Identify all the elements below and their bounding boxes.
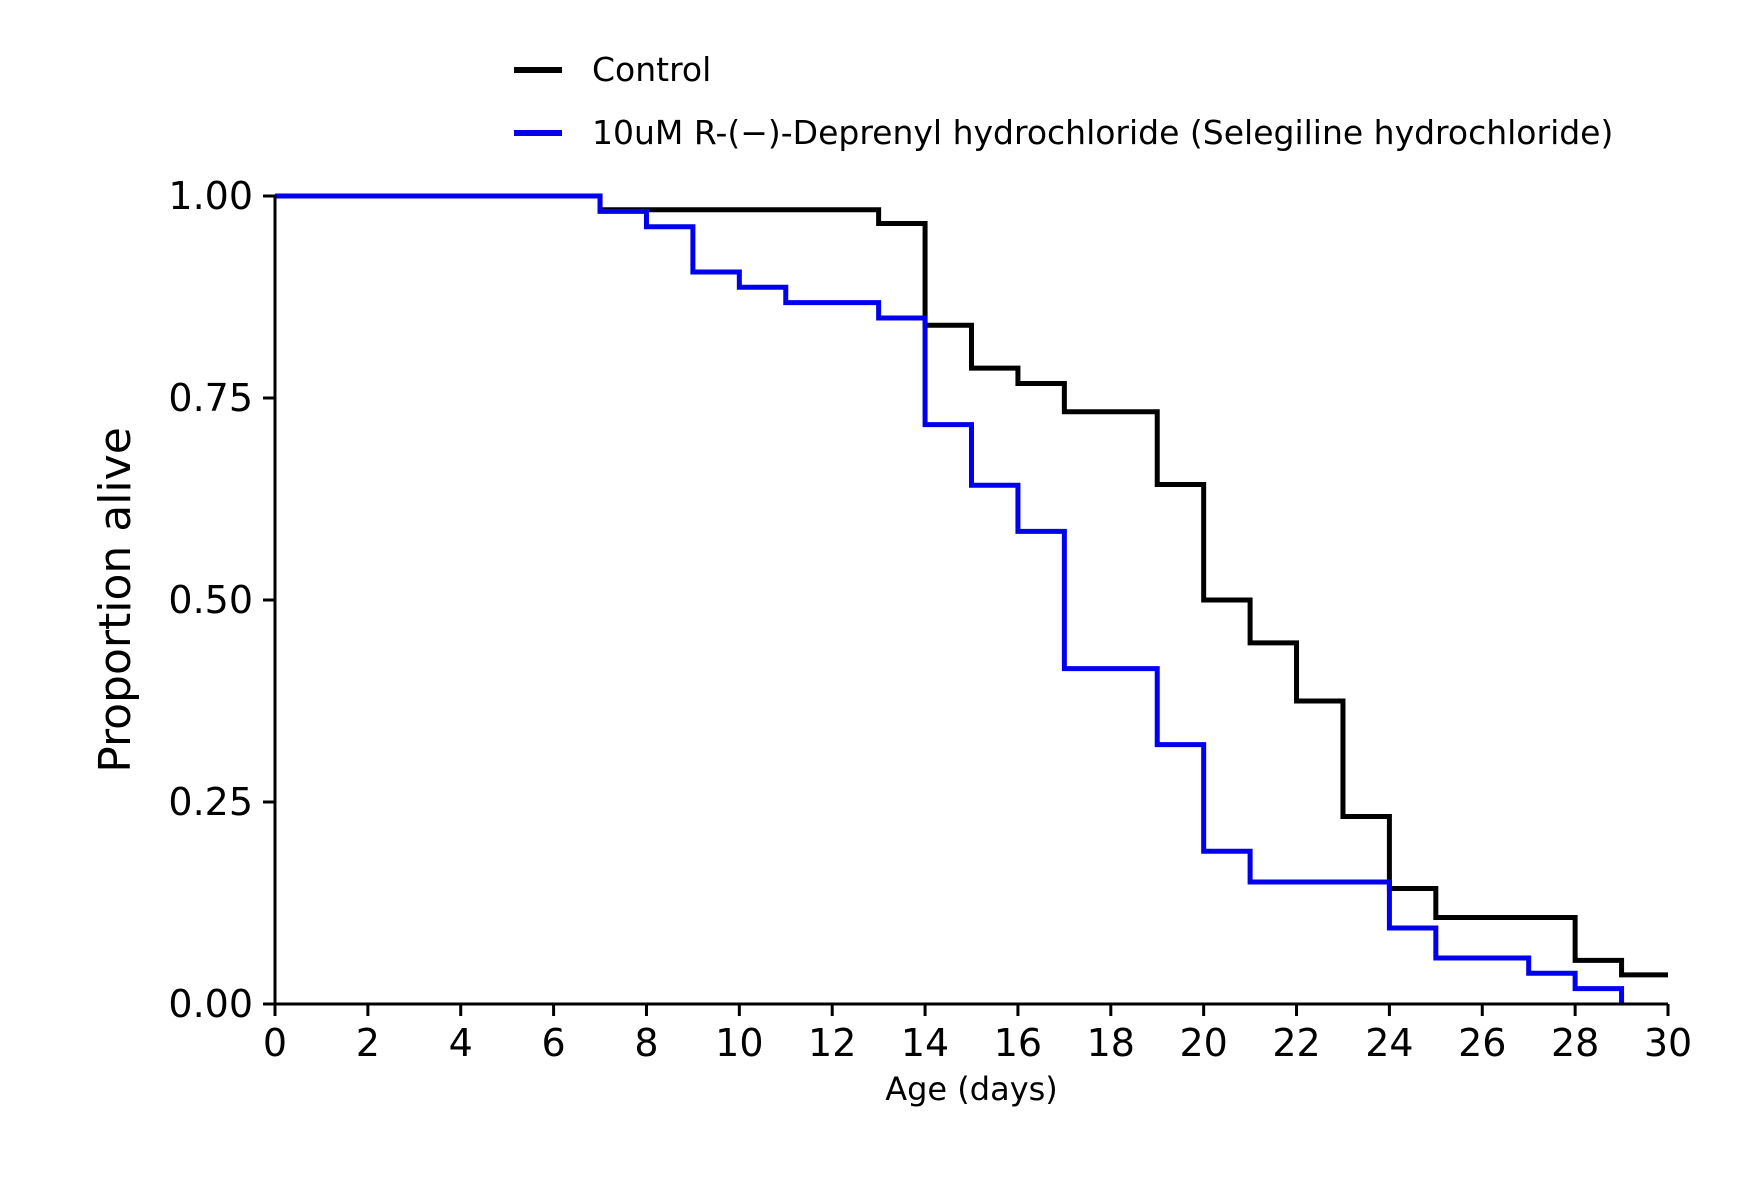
x-axis-ticks: 0 2 4 6 8 10 12 14 16 18 20 22 24 26 28 30 bbox=[263, 1004, 1692, 1065]
x-tick-label: 30 bbox=[1644, 1021, 1692, 1065]
x-tick-label: 0 bbox=[263, 1021, 287, 1065]
x-tick-label: 4 bbox=[449, 1021, 473, 1065]
x-tick-label: 26 bbox=[1458, 1021, 1506, 1065]
x-tick-label: 18 bbox=[1087, 1021, 1135, 1065]
x-tick-label: 14 bbox=[901, 1021, 949, 1065]
y-tick-label: 0.00 bbox=[168, 982, 253, 1026]
series-line-1 bbox=[275, 193, 1625, 1004]
x-tick-label: 2 bbox=[356, 1021, 380, 1065]
x-tick-label: 12 bbox=[808, 1021, 856, 1065]
x-tick-label: 6 bbox=[542, 1021, 566, 1065]
series-layer bbox=[275, 193, 1668, 1004]
x-tick-label: 24 bbox=[1365, 1021, 1413, 1065]
y-axis-ticks: 0.00 0.25 0.50 0.75 1.00 bbox=[168, 174, 275, 1026]
x-tick-label: 16 bbox=[994, 1021, 1042, 1065]
y-axis-title: Proportion alive bbox=[90, 427, 141, 773]
x-tick-label: 28 bbox=[1551, 1021, 1599, 1065]
legend-label-1: 10uM R-(−)-Deprenyl hydrochloride (Seleg… bbox=[592, 113, 1613, 152]
y-tick-label: 1.00 bbox=[168, 174, 253, 218]
legend-label-0: Control bbox=[592, 50, 711, 89]
x-tick-label: 20 bbox=[1179, 1021, 1227, 1065]
axes: 0 2 4 6 8 10 12 14 16 18 20 22 24 26 28 30 0.000.250.50… bbox=[168, 174, 1692, 1065]
y-tick-label: 0.50 bbox=[168, 578, 253, 622]
x-tick-label: 8 bbox=[634, 1021, 658, 1065]
x-tick-label: 22 bbox=[1272, 1021, 1320, 1065]
x-axis-title: Age (days) bbox=[885, 1070, 1058, 1108]
x-tick-label: 10 bbox=[715, 1021, 763, 1065]
legend: Control 10uM R-(−)-Deprenyl hydrochloride… bbox=[514, 50, 1613, 152]
y-tick-label: 0.75 bbox=[168, 376, 253, 420]
y-tick-label: 0.25 bbox=[168, 780, 253, 824]
series-line-0 bbox=[275, 193, 1668, 978]
